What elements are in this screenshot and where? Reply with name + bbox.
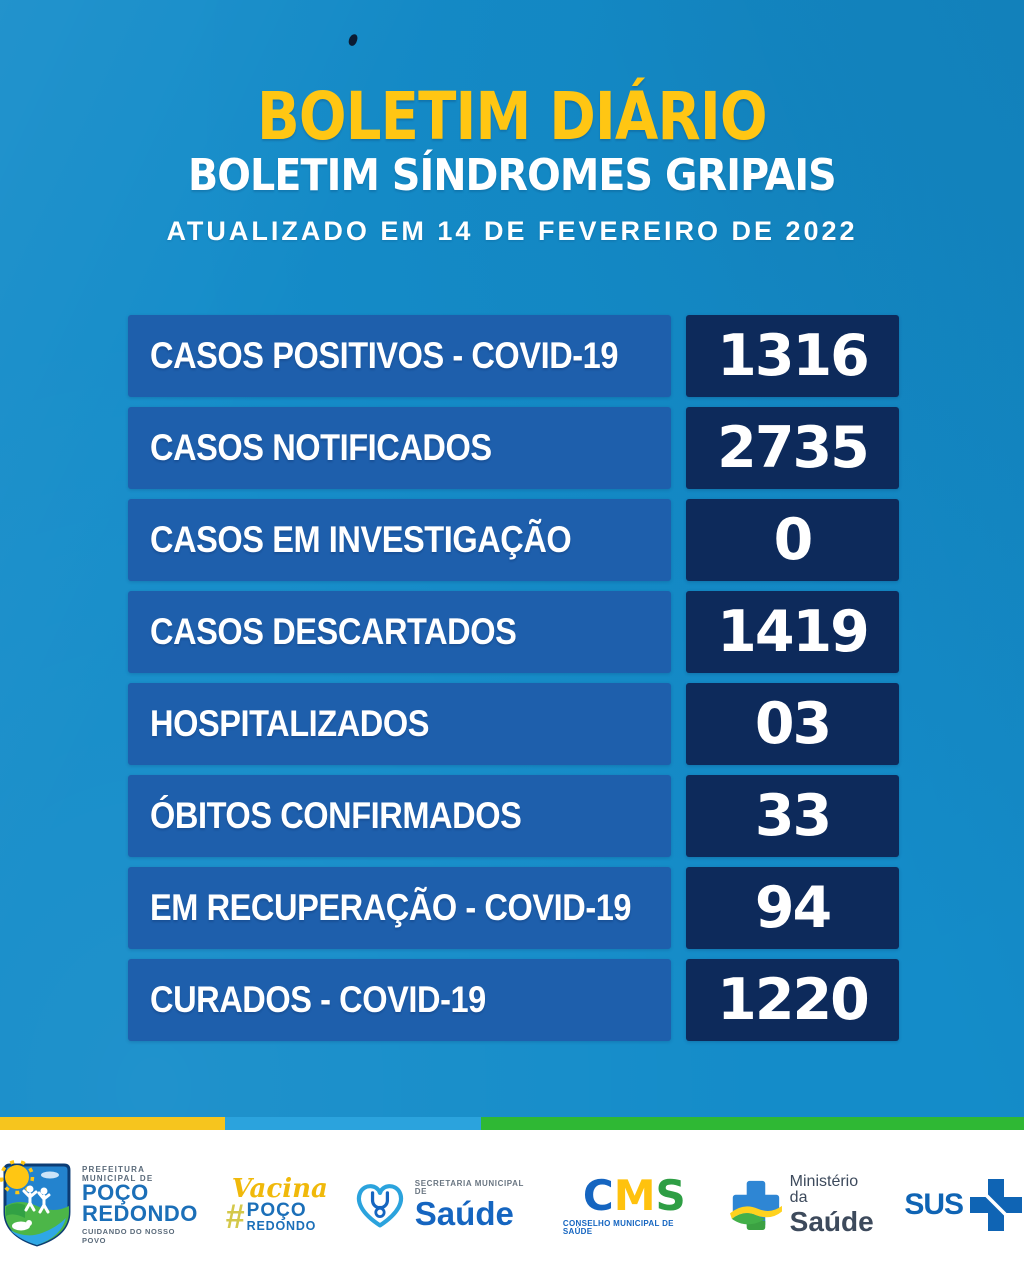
prefeitura-tagline: CUIDANDO DO NOSSO POVO <box>81 1226 176 1245</box>
stat-label: CASOS POSITIVOS - COVID-19 <box>128 315 671 397</box>
stat-row-hospitalizados: HOSPITALIZADOS 03 <box>128 683 899 765</box>
page-title: BOLETIM DIÁRIO <box>257 78 768 155</box>
stat-label: CASOS NOTIFICADOS <box>128 407 671 489</box>
logo-vacina-poco-redondo: Vacina # POÇO REDONDO <box>226 1176 328 1234</box>
tricolor-stripe <box>0 1117 1024 1130</box>
stats-table: CASOS POSITIVOS - COVID-19 1316 CASOS NO… <box>128 315 899 1051</box>
ministerio-line1: Ministério da <box>789 1172 859 1207</box>
stat-row-curados: CURADOS - COVID-19 1220 <box>128 959 899 1041</box>
cms-letters: CMS <box>583 1174 686 1217</box>
logo-cms: CMS CONSELHO MUNICIPAL DE SAÚDE <box>562 1174 706 1236</box>
prefeitura-text: PREFEITURA MUNICIPAL DE POÇO REDONDO CUI… <box>82 1165 202 1245</box>
stripe-green-segment <box>481 1117 1024 1130</box>
vacina-hashtag-icon: # <box>225 1198 245 1236</box>
secretaria-big-text: Saúde <box>414 1195 514 1232</box>
prefeitura-crest-icon <box>0 1160 71 1247</box>
stat-label: CASOS EM INVESTIGAÇÃO <box>128 499 671 581</box>
stat-label: EM RECUPERAÇÃO - COVID-19 <box>128 867 671 949</box>
stat-value: 1220 <box>686 959 899 1041</box>
stat-row-em-recuperacao: EM RECUPERAÇÃO - COVID-19 94 <box>128 867 899 949</box>
logo-sus: SUS <box>904 1177 1024 1233</box>
stat-value: 03 <box>686 683 899 765</box>
stat-value: 2735 <box>686 407 899 489</box>
ministerio-line2: Saúde <box>789 1206 874 1238</box>
prefeitura-name-line1: POÇO <box>81 1180 149 1206</box>
page-subtitle-wrap: BOLETIM SÍNDROMES GRIPAIS <box>0 154 1024 198</box>
stat-label: HOSPITALIZADOS <box>128 683 671 765</box>
stat-label: CURADOS - COVID-19 <box>128 959 671 1041</box>
health-heart-icon <box>356 1184 403 1228</box>
stat-value: 1419 <box>686 591 899 673</box>
page-subtitle: BOLETIM SÍNDROMES GRIPAIS <box>188 150 837 201</box>
ministerio-cross-icon <box>729 1180 782 1231</box>
prefeitura-name-line2: REDONDO <box>81 1201 198 1227</box>
footer-logo-bar: PREFEITURA MUNICIPAL DE POÇO REDONDO CUI… <box>0 1130 1024 1280</box>
vacina-script-text: Vacina <box>231 1174 328 1204</box>
stat-label: CASOS DESCARTADOS <box>128 591 671 673</box>
prefeitura-line1: PREFEITURA <box>81 1164 146 1174</box>
stat-value: 33 <box>686 775 899 857</box>
paper-speck <box>347 33 359 47</box>
logo-prefeitura-poco-redondo: PREFEITURA MUNICIPAL DE POÇO REDONDO CUI… <box>0 1160 202 1250</box>
header: BOLETIM DIÁRIO BOLETIM SÍNDROMES GRIPAIS… <box>0 84 1024 247</box>
stat-value: 94 <box>686 867 899 949</box>
stat-value: 1316 <box>686 315 899 397</box>
vacina-name-line1: POÇO <box>246 1200 307 1222</box>
ministerio-text: Ministério da Saúde <box>789 1172 881 1238</box>
logo-ministerio-saude: Ministério da Saúde <box>729 1172 881 1238</box>
cms-caption: CONSELHO MUNICIPAL DE SAÚDE <box>562 1218 674 1236</box>
cms-letter-c: C <box>582 1170 614 1220</box>
stripe-blue-segment <box>225 1117 481 1130</box>
stat-row-obitos-confirmados: ÓBITOS CONFIRMADOS 33 <box>128 775 899 857</box>
vacina-names: POÇO REDONDO <box>247 1201 317 1233</box>
vacina-name-line2: REDONDO <box>246 1219 317 1234</box>
cms-letter-s: S <box>655 1170 686 1220</box>
stat-row-casos-notificados: CASOS NOTIFICADOS 2735 <box>128 407 899 489</box>
updated-date: ATUALIZADO EM 14 DE FEVEREIRO DE 2022 <box>166 216 858 246</box>
secretaria-small-text: SECRETARIA MUNICIPAL DE <box>414 1179 524 1196</box>
secretaria-text: SECRETARIA MUNICIPAL DE Saúde <box>414 1179 539 1232</box>
stripe-yellow-segment <box>0 1117 225 1130</box>
stat-row-casos-em-investigacao: CASOS EM INVESTIGAÇÃO 0 <box>128 499 899 581</box>
stat-row-casos-positivos: CASOS POSITIVOS - COVID-19 1316 <box>128 315 899 397</box>
prefeitura-line2: MUNICIPAL DE <box>81 1173 154 1183</box>
stat-row-casos-descartados: CASOS DESCARTADOS 1419 <box>128 591 899 673</box>
sus-label: SUS <box>904 1188 964 1221</box>
stat-label: ÓBITOS CONFIRMADOS <box>128 775 671 857</box>
cms-letter-m: M <box>613 1170 656 1220</box>
logo-secretaria-saude: SECRETARIA MUNICIPAL DE Saúde <box>352 1179 539 1231</box>
vacina-row: # POÇO REDONDO <box>226 1200 316 1234</box>
stat-value: 0 <box>686 499 899 581</box>
sus-cross-icon <box>970 1179 1022 1231</box>
